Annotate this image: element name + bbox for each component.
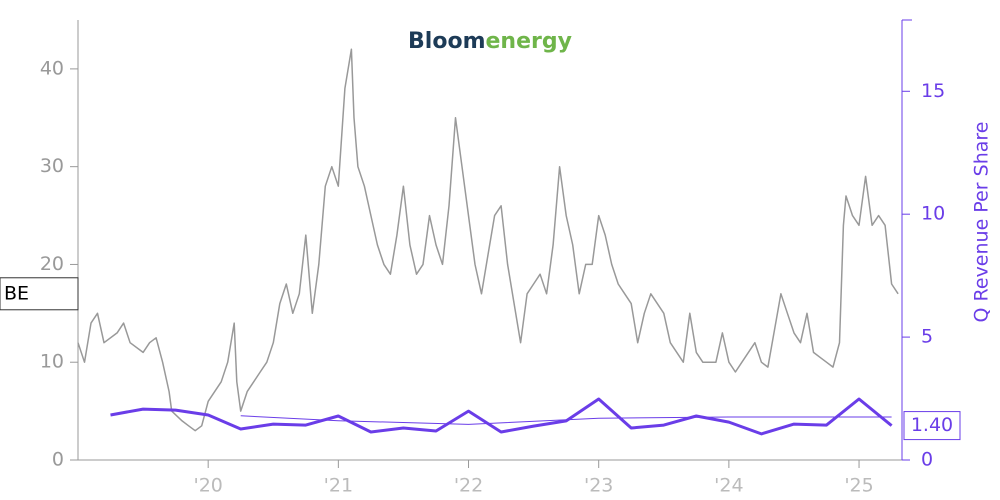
y2-tick-label: 0 — [921, 449, 933, 471]
x-tick-label: '24 — [714, 475, 743, 497]
logo-part: energy — [486, 29, 572, 54]
x-tick-label: '22 — [454, 475, 483, 497]
value-label: 1.40 — [911, 414, 953, 436]
x-tick-label: '21 — [324, 475, 353, 497]
y-tick-label: 40 — [40, 57, 64, 79]
series-label: BE — [4, 282, 29, 304]
x-tick-label: '20 — [193, 475, 222, 497]
series-label-box — [0, 277, 79, 311]
y2-tick-label: 10 — [921, 203, 945, 225]
x-tick-label: '25 — [844, 475, 873, 497]
value-label-box — [903, 411, 961, 441]
y2-tick-label: 15 — [921, 80, 945, 102]
y-tick-label: 30 — [40, 155, 64, 177]
y2-tick-label: 5 — [921, 326, 933, 348]
y2-axis-label: Q Revenue Per Share — [971, 122, 993, 323]
logo: Bloomenergy — [408, 29, 572, 54]
series-line — [77, 48, 899, 432]
y-tick-label: 0 — [52, 449, 64, 471]
x-tick-label: '23 — [584, 475, 613, 497]
series-line — [110, 397, 893, 436]
y-tick-label: 10 — [40, 351, 64, 373]
y-tick-label: 20 — [40, 253, 64, 275]
series-line — [240, 415, 892, 425]
logo-part: Bloom — [408, 29, 485, 54]
